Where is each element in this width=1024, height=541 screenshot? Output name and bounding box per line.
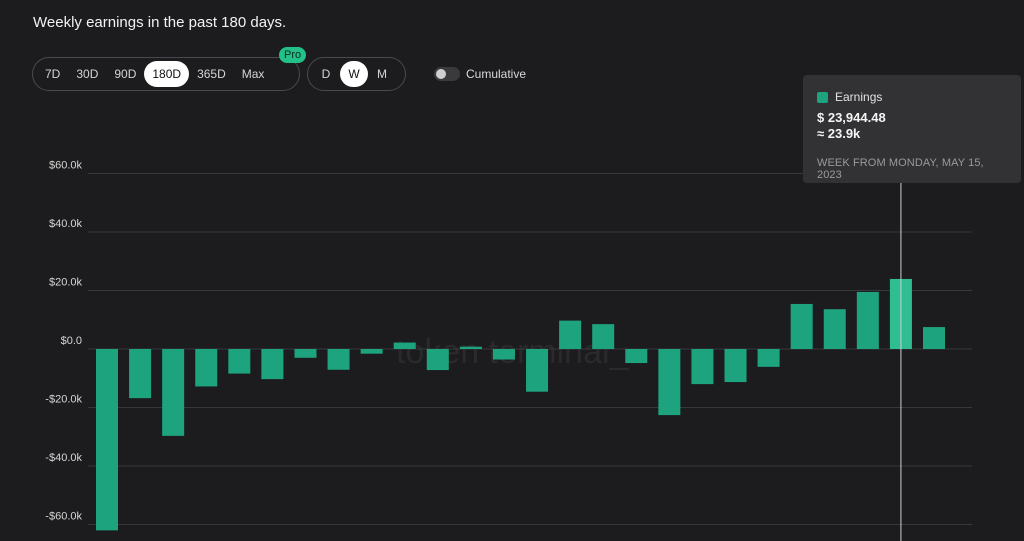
earnings-bar[interactable] bbox=[426, 349, 449, 371]
earnings-bar[interactable] bbox=[923, 327, 945, 349]
earnings-bar[interactable] bbox=[526, 349, 549, 392]
earnings-bar[interactable] bbox=[96, 349, 118, 531]
earnings-bar[interactable] bbox=[492, 349, 515, 360]
tooltip-series: Earnings bbox=[817, 90, 1007, 104]
earnings-bar[interactable] bbox=[757, 349, 780, 367]
y-tick-label: $20.0k bbox=[49, 277, 83, 289]
tooltip-period: WEEK FROM MONDAY, MAY 15, 2023 bbox=[817, 157, 984, 181]
range-option-365d[interactable]: 365D bbox=[197, 67, 226, 81]
earnings-bar[interactable] bbox=[459, 346, 482, 349]
earnings-bar[interactable] bbox=[658, 349, 681, 416]
earnings-bar[interactable] bbox=[724, 349, 747, 383]
earnings-bar[interactable] bbox=[195, 349, 218, 387]
earnings-bar[interactable] bbox=[228, 349, 251, 374]
range-option-180d[interactable]: 180D bbox=[144, 61, 190, 87]
earnings-bar[interactable] bbox=[592, 324, 615, 349]
y-tick-label: $0.0 bbox=[61, 335, 82, 347]
earnings-bar[interactable] bbox=[790, 303, 813, 349]
earnings-bar[interactable] bbox=[691, 349, 714, 385]
earnings-bar[interactable] bbox=[261, 349, 284, 380]
earnings-bar[interactable] bbox=[360, 349, 383, 354]
earnings-bar[interactable] bbox=[625, 349, 648, 364]
earnings-bar[interactable] bbox=[294, 349, 317, 358]
range-option-max[interactable]: Max bbox=[241, 67, 265, 81]
earnings-bar[interactable] bbox=[162, 349, 185, 436]
granularity-option-m[interactable]: M bbox=[377, 67, 387, 81]
earnings-bar[interactable] bbox=[393, 342, 416, 349]
tooltip-approx: ≈ 23.9k bbox=[817, 126, 861, 141]
granularity-option-d[interactable]: D bbox=[321, 67, 331, 81]
tooltip-series-name: Earnings bbox=[835, 90, 883, 104]
chart-tooltip: Earnings $ 23,944.48 ≈ 23.9k WEEK FROM M… bbox=[803, 75, 1021, 183]
earnings-bar[interactable] bbox=[129, 349, 152, 399]
earnings-bar[interactable] bbox=[856, 291, 879, 349]
series-swatch-icon bbox=[817, 91, 828, 103]
pro-badge: Pro bbox=[279, 47, 307, 63]
cumulative-toggle[interactable] bbox=[434, 67, 460, 81]
range-selector: 7D 30D 90D 180D 365D Max bbox=[32, 57, 300, 91]
earnings-bar[interactable] bbox=[559, 320, 582, 349]
earnings-bar[interactable] bbox=[327, 349, 350, 370]
chart-title: Weekly earnings in the past 180 days. bbox=[33, 14, 287, 31]
cumulative-label: Cumulative bbox=[466, 67, 527, 81]
range-option-90d[interactable]: 90D bbox=[114, 67, 137, 81]
range-option-7d[interactable]: 7D bbox=[45, 67, 61, 81]
y-tick-label: $60.0k bbox=[49, 160, 83, 172]
y-tick-label: -$20.0k bbox=[45, 394, 82, 406]
tooltip-value: $ 23,944.48 bbox=[817, 110, 886, 125]
range-option-30d[interactable]: 30D bbox=[76, 67, 99, 81]
earnings-bar[interactable] bbox=[823, 309, 846, 349]
y-tick-label: $40.0k bbox=[49, 218, 83, 230]
toggle-knob bbox=[436, 69, 446, 79]
y-tick-label: -$60.0k bbox=[45, 511, 82, 523]
y-tick-label: -$40.0k bbox=[45, 452, 82, 464]
granularity-option-w[interactable]: W bbox=[340, 61, 368, 87]
